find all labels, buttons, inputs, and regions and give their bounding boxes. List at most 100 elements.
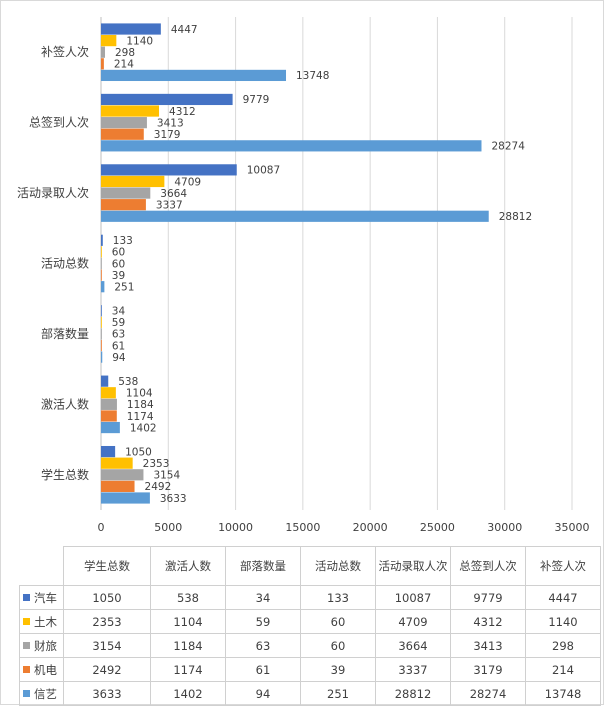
legend-swatch xyxy=(23,617,30,625)
data-label: 3664 xyxy=(160,188,187,200)
legend-swatch xyxy=(23,665,30,673)
data-label: 10087 xyxy=(247,165,280,177)
table-cell: 4709 xyxy=(375,609,451,634)
bar xyxy=(101,199,146,211)
data-label: 9779 xyxy=(243,94,270,106)
category-label: 激活人数 xyxy=(41,396,89,411)
table-cell: 2353 xyxy=(63,609,151,634)
category-label: 总签到人次 xyxy=(29,115,89,130)
data-label: 63 xyxy=(112,329,125,341)
data-label: 4447 xyxy=(171,24,198,36)
legend-key: 信艺 xyxy=(19,681,64,706)
category-label: 活动总数 xyxy=(41,256,89,271)
data-label: 39 xyxy=(112,270,125,282)
category-label: 部落数量 xyxy=(41,326,89,341)
table-cell: 1104 xyxy=(150,609,226,634)
data-label: 61 xyxy=(112,340,125,352)
table-cell: 60 xyxy=(300,609,376,634)
data-label: 538 xyxy=(118,376,138,388)
bar xyxy=(101,339,102,352)
table-header-cell: 学生总数 xyxy=(63,546,151,586)
table-cell: 28812 xyxy=(375,681,451,706)
table-cell: 94 xyxy=(225,681,301,706)
data-label: 4312 xyxy=(169,106,196,118)
table-header-cell: 总签到人次 xyxy=(450,546,526,586)
bar xyxy=(101,410,117,422)
bar xyxy=(101,316,102,328)
legend-key: 机电 xyxy=(19,657,64,682)
table-cell: 3664 xyxy=(375,633,451,658)
bar xyxy=(101,140,482,152)
data-label: 251 xyxy=(114,282,134,294)
table-row: 机电 2492 1174 61 39 3337 3179 214 xyxy=(19,657,601,682)
bar xyxy=(101,492,150,504)
table-row: 汽车 1050 538 34 133 10087 9779 4447 xyxy=(19,585,601,610)
bar xyxy=(101,398,117,410)
table-cell: 1050 xyxy=(63,585,151,610)
data-label: 60 xyxy=(112,247,125,259)
data-label: 1184 xyxy=(127,399,154,411)
x-tick-label: 30000 xyxy=(487,521,522,534)
table-cell: 10087 xyxy=(375,585,451,610)
table-cell: 4312 xyxy=(450,609,526,634)
category-label: 学生总数 xyxy=(41,467,89,482)
series-name: 汽车 xyxy=(34,590,57,605)
bar xyxy=(101,375,109,387)
data-label: 2492 xyxy=(145,481,172,493)
legend-swatch xyxy=(23,593,30,601)
x-tick-label: 35000 xyxy=(555,521,590,534)
series-name: 机电 xyxy=(34,662,57,677)
data-label: 298 xyxy=(115,47,135,59)
data-label: 1402 xyxy=(130,422,157,434)
data-label: 13748 xyxy=(296,70,329,82)
data-label: 60 xyxy=(112,258,125,270)
bar xyxy=(101,387,116,399)
table-cell: 63 xyxy=(225,633,301,658)
table-cell: 60 xyxy=(300,633,376,658)
bar xyxy=(101,23,161,35)
bar xyxy=(101,128,144,140)
bar xyxy=(101,175,165,188)
data-label: 94 xyxy=(112,352,126,364)
x-tick-label: 25000 xyxy=(420,521,455,534)
data-label: 1104 xyxy=(126,388,153,400)
data-label: 59 xyxy=(112,317,125,329)
table-cell: 3413 xyxy=(450,633,526,658)
data-label: 3337 xyxy=(156,199,183,211)
series-name: 信艺 xyxy=(34,686,57,701)
table-cell: 538 xyxy=(150,585,226,610)
bar xyxy=(101,35,117,47)
data-label: 34 xyxy=(112,306,126,318)
bar xyxy=(101,93,233,106)
bar xyxy=(101,105,160,117)
bar xyxy=(101,328,102,340)
table-row: 土木 2353 1104 59 60 4709 4312 1140 xyxy=(19,609,601,634)
table-cell: 4447 xyxy=(525,585,601,610)
x-tick-label: 15000 xyxy=(285,521,320,534)
table-cell: 214 xyxy=(525,657,601,682)
table-cell: 3179 xyxy=(450,657,526,682)
table-cell: 251 xyxy=(300,681,376,706)
table-cell: 59 xyxy=(225,609,301,634)
legend-key: 土木 xyxy=(19,609,64,634)
bar xyxy=(101,117,147,129)
x-tick-label: 10000 xyxy=(218,521,253,534)
bar xyxy=(101,210,489,222)
table-row: 财旅 3154 1184 63 60 3664 3413 298 xyxy=(19,633,601,658)
table-row: 信艺 3633 1402 94 251 28812 28274 13748 xyxy=(19,681,601,706)
data-label: 3413 xyxy=(157,117,184,129)
data-label: 1174 xyxy=(127,411,154,423)
table-cell: 298 xyxy=(525,633,601,658)
table-cell: 1184 xyxy=(150,633,226,658)
bar xyxy=(101,351,103,363)
bar xyxy=(101,480,135,492)
data-label: 4709 xyxy=(174,176,201,188)
legend-key: 汽车 xyxy=(19,585,64,610)
table-cell: 3154 xyxy=(63,633,151,658)
table-cell: 133 xyxy=(300,585,376,610)
table-cell: 28274 xyxy=(450,681,526,706)
data-table: 学生总数 激活人数 部落数量 活动总数 活动录取人次 总签到人次 补签人次 汽车 1050 53… xyxy=(19,546,601,706)
series-name: 土木 xyxy=(34,614,57,629)
bar xyxy=(101,246,102,258)
table-cell: 1140 xyxy=(525,609,601,634)
